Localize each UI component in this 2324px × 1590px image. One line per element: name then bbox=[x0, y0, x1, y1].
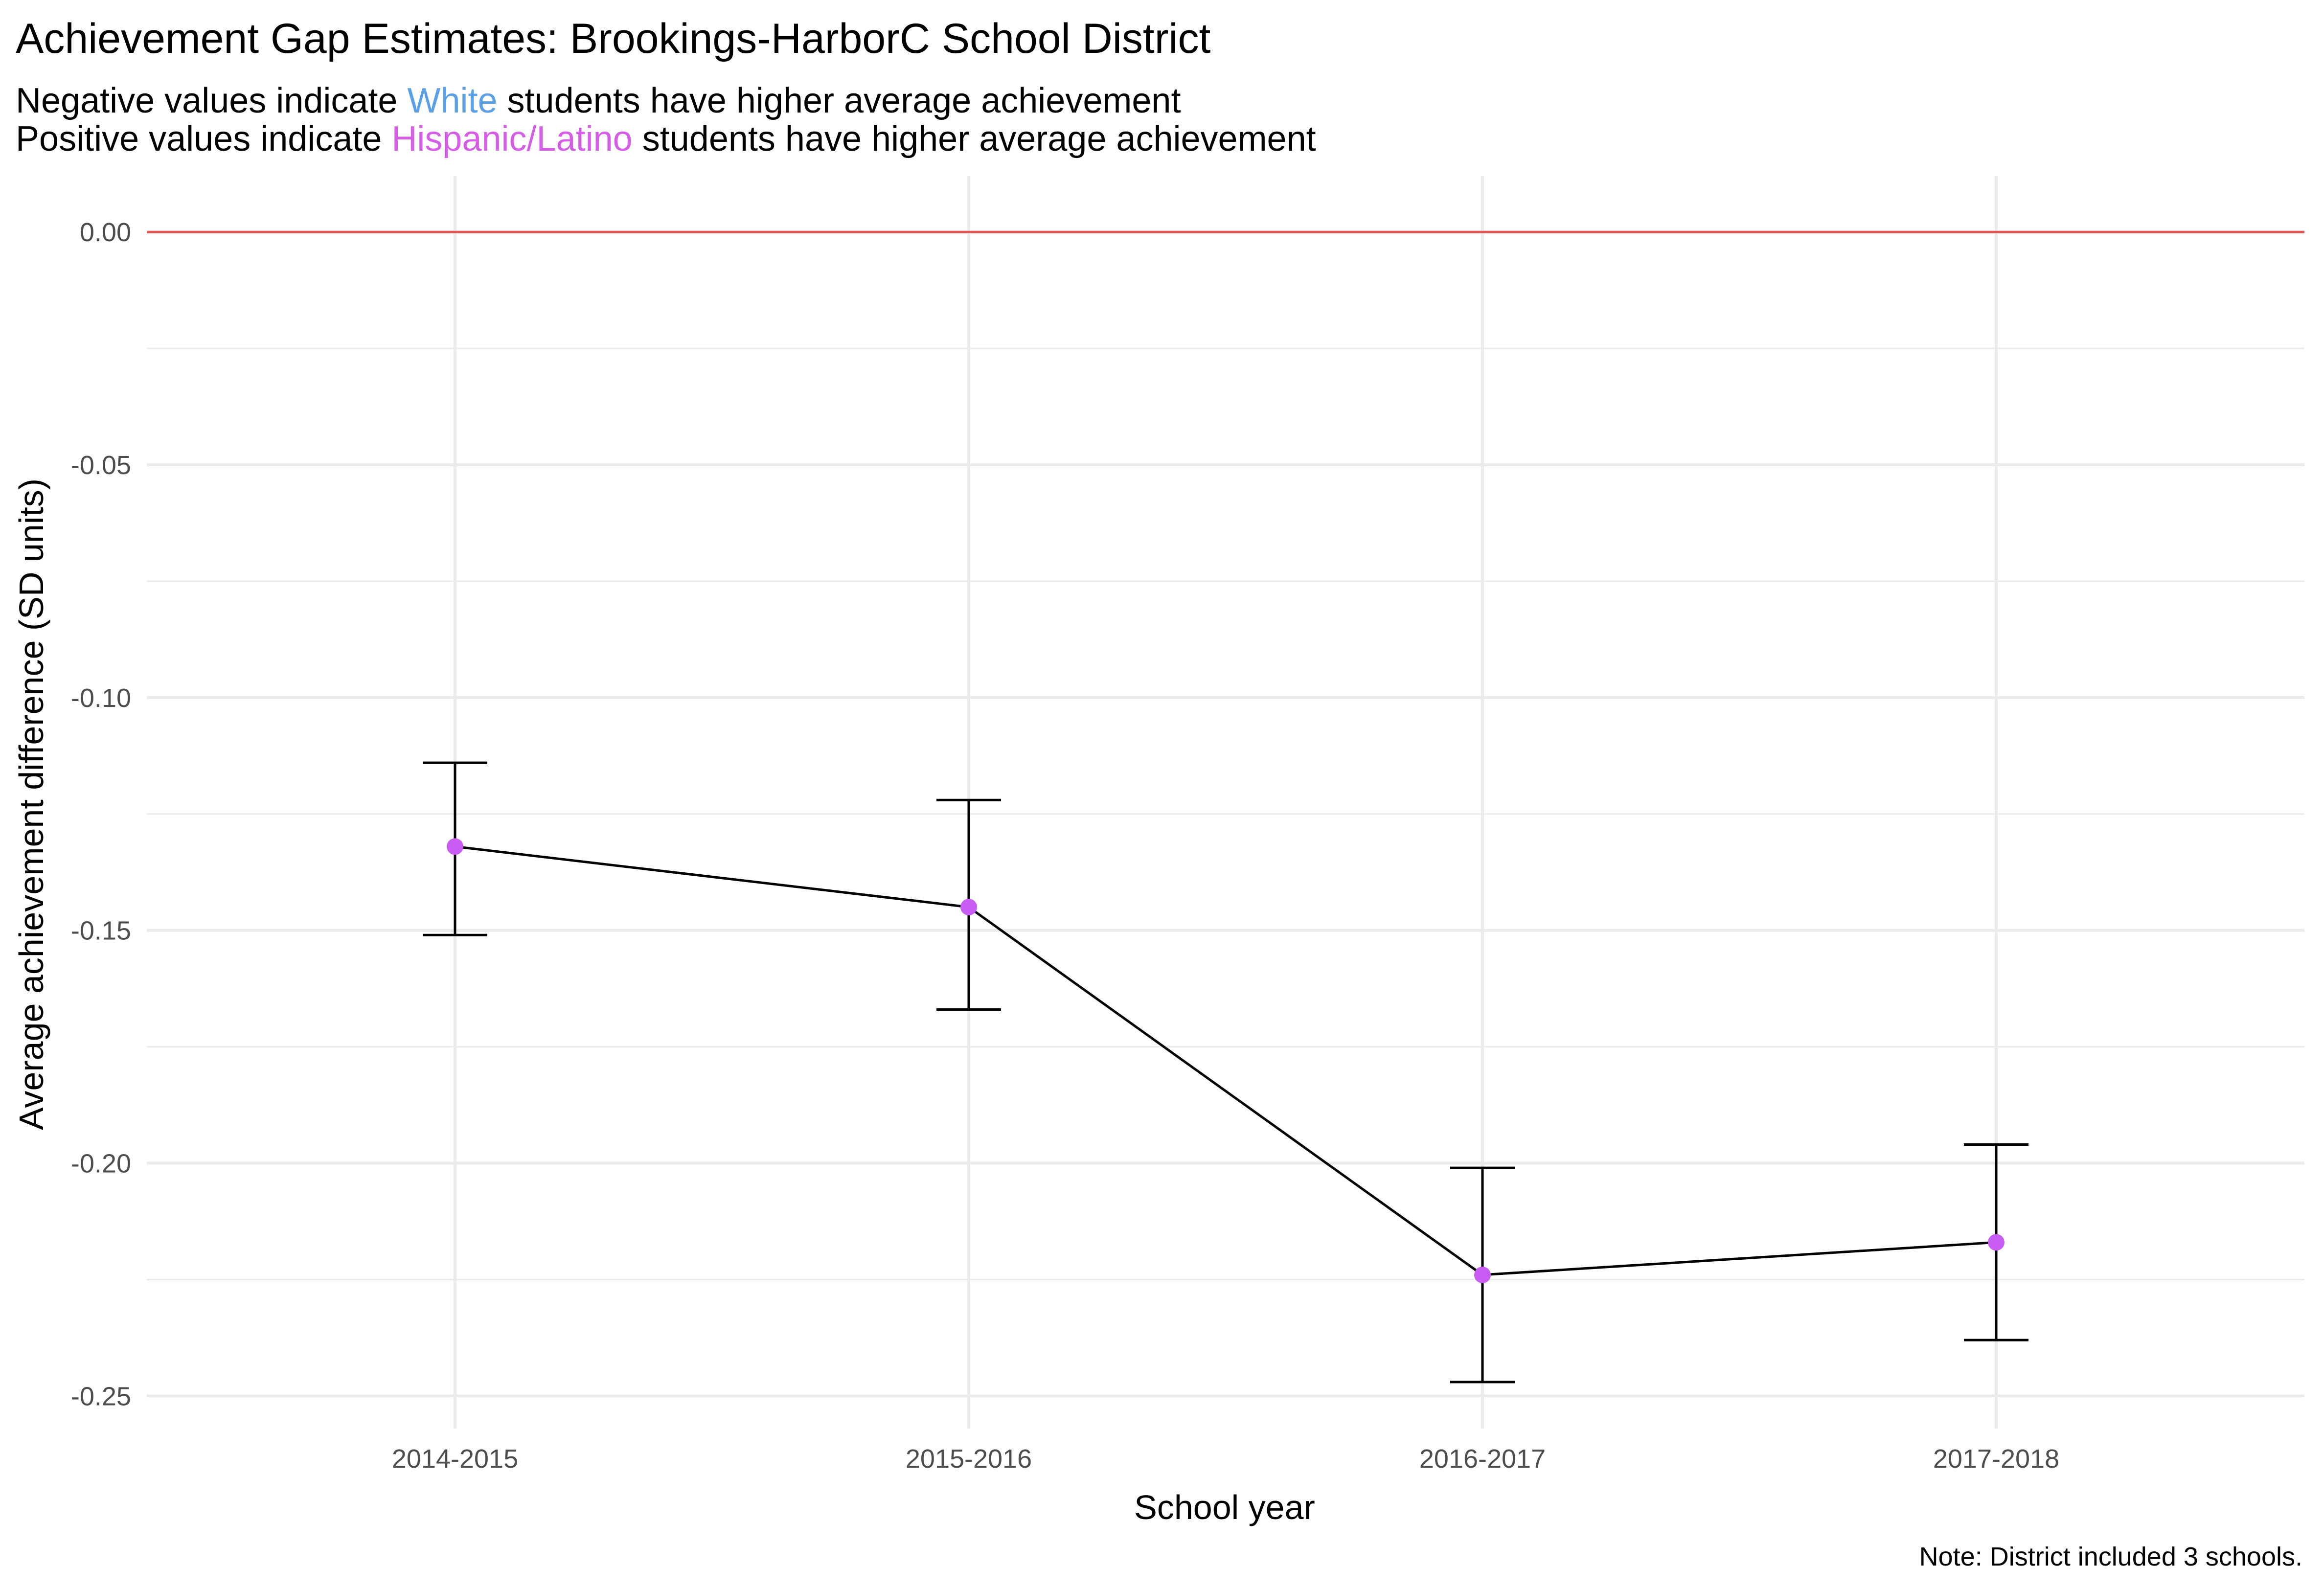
y-axis-title: Average achievement difference (SD units… bbox=[12, 478, 50, 1130]
subtitle-line-1: Negative values indicate White students … bbox=[16, 81, 1181, 120]
data-point bbox=[447, 838, 463, 855]
x-tick-label: 2015-2016 bbox=[906, 1444, 1032, 1474]
subtitle-line-2-after: students have higher average achievement bbox=[642, 119, 1316, 159]
y-tick-label: 0.00 bbox=[80, 218, 131, 247]
subtitle-line-2-highlight: Hispanic/Latino bbox=[391, 119, 632, 159]
series-line-group bbox=[455, 845, 1997, 1276]
subtitle-line-2-before: Positive values indicate bbox=[16, 119, 382, 159]
y-tick-label: -0.20 bbox=[71, 1149, 131, 1179]
data-points bbox=[447, 838, 2005, 1283]
chart-title: Achievement Gap Estimates: Brookings-Har… bbox=[16, 15, 1210, 62]
x-tick-label: 2014-2015 bbox=[392, 1444, 518, 1474]
x-axis-title: School year bbox=[1134, 1488, 1315, 1526]
data-point bbox=[960, 899, 977, 916]
subtitle-line-1-after: students have higher average achievement bbox=[507, 81, 1181, 120]
y-tick-label: -0.05 bbox=[71, 451, 131, 480]
y-tick-label: -0.10 bbox=[71, 683, 131, 713]
subtitle-line-1-highlight: White bbox=[407, 81, 497, 120]
x-tick-label: 2017-2018 bbox=[1933, 1444, 2059, 1474]
caption-note: Note: District included 3 schools. bbox=[1919, 1542, 2302, 1571]
subtitle-line-2: Positive values indicate Hispanic/Latino… bbox=[16, 119, 1316, 159]
series-line bbox=[455, 845, 1997, 1276]
y-tick-label: -0.15 bbox=[71, 916, 131, 946]
y-tick-label: -0.25 bbox=[71, 1382, 131, 1411]
y-tick-labels: 0.00 -0.05 -0.10 -0.15 -0.20 -0.25 bbox=[71, 218, 131, 1411]
data-point bbox=[1988, 1234, 2005, 1251]
subtitle-line-1-before: Negative values indicate bbox=[16, 81, 397, 120]
error-bars bbox=[423, 761, 2028, 1384]
x-tick-label: 2016-2017 bbox=[1419, 1444, 1546, 1474]
grid-lines bbox=[147, 176, 2304, 1429]
x-tick-labels: 2014-2015 2015-2016 2016-2017 2017-2018 bbox=[392, 1444, 2059, 1474]
data-point bbox=[1474, 1266, 1491, 1283]
